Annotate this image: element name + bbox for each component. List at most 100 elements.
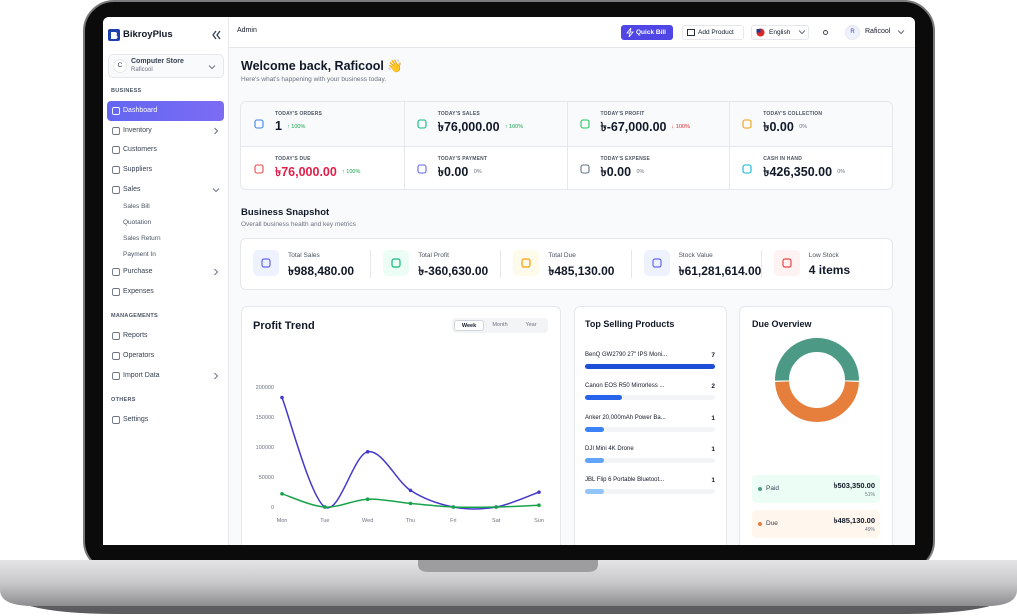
product-name: Canon EOS R50 Mirrorless ...	[585, 383, 665, 390]
due-amount: ৳503,350.00	[833, 481, 875, 490]
brand-logo	[108, 29, 120, 41]
nav-subitem[interactable]: Quotation	[123, 218, 152, 226]
nav-icon	[112, 371, 120, 380]
nav-item[interactable]: Dashboard	[123, 107, 158, 114]
base	[0, 560, 1017, 606]
product-name: DJI Mini 4K Drone	[585, 445, 634, 452]
product-qty: 1	[711, 414, 715, 422]
store-switcher[interactable]: C Computer Store Raficool	[108, 54, 224, 78]
base-foot	[30, 606, 990, 614]
icon-shape	[521, 258, 531, 268]
nav-item[interactable]: Purchase	[123, 267, 153, 275]
nav-item[interactable]: Operators	[123, 351, 155, 359]
user-menu[interactable]	[844, 24, 912, 42]
snapshot-icon	[773, 250, 800, 276]
product-qty: 1	[711, 477, 715, 485]
stat-label: TODAY'S EXPENSE	[600, 155, 650, 162]
section-title: BUSINESS	[111, 88, 142, 94]
collapse-line	[216, 30, 221, 40]
product-bar	[585, 395, 623, 401]
stat-value: ৳-67,000.00	[600, 120, 667, 134]
nav-icon	[112, 267, 120, 276]
nav-subitem[interactable]: Sales Return	[123, 234, 161, 242]
stat-icon-shape	[417, 163, 427, 174]
snapshot-icon	[643, 250, 670, 276]
nav-item[interactable]: Settings	[123, 416, 149, 424]
nav-item[interactable]: Reports	[123, 332, 148, 340]
nav-item[interactable]: Import Data	[123, 371, 160, 379]
nav-item[interactable]: Customers	[123, 146, 157, 154]
product-track	[585, 457, 715, 463]
y-tick-label: 50000	[259, 475, 274, 481]
bolt-icon	[626, 28, 634, 37]
nav-icon	[112, 351, 120, 360]
due-dot	[758, 487, 762, 491]
store-avatar: C	[113, 59, 127, 73]
tab[interactable]: Month	[492, 322, 508, 328]
donut-segment	[775, 380, 859, 422]
stat-value: ৳0.00	[763, 120, 794, 134]
nav-subitem[interactable]: Payment In	[123, 250, 156, 258]
stat-icon-shape	[254, 119, 264, 129]
chevron-line	[214, 372, 219, 379]
stats-divider	[241, 146, 892, 147]
product-qty: 1	[711, 445, 715, 453]
add-product-button[interactable]: Add Product	[682, 25, 744, 40]
stats-divider	[403, 146, 405, 189]
snapshot-icon	[253, 250, 279, 276]
trend-point	[365, 450, 370, 454]
stat-icon-shape	[742, 163, 752, 174]
stat-change: 0%	[636, 168, 645, 175]
nav-item[interactable]: Suppliers	[123, 166, 153, 174]
nav-icon-shape	[112, 416, 120, 425]
stat-value: ৳0.00	[437, 164, 469, 179]
nav-icon	[112, 166, 120, 175]
nav-icon-shape	[112, 126, 120, 135]
stat-icon	[417, 163, 427, 174]
nav-icon-shape	[112, 267, 120, 276]
stat-change: ↑ 100%	[504, 124, 524, 130]
tab[interactable]: Year	[525, 322, 537, 328]
trend-point	[494, 505, 498, 509]
profit-chart: 0 50000 100000 150000 200000 Mon Tue Wed Thu Fri S…	[256, 385, 544, 524]
product-name: JBL Flip 6 Portable Bluetoot...	[585, 477, 665, 484]
trend-line	[281, 397, 540, 510]
snapshot-icon	[383, 250, 410, 276]
nav-subitem[interactable]: Sales Bill	[123, 202, 150, 210]
stats-divider	[403, 102, 405, 146]
chevron-line	[214, 127, 219, 135]
x-tick-label: Fri	[450, 518, 456, 524]
snapshot-value: ৳988,480.00	[288, 264, 355, 278]
store-name: Computer Store	[131, 58, 184, 65]
snapshot-label: Total Due	[548, 252, 576, 259]
icon-shape	[651, 258, 662, 268]
snapshot-subtitle: Overall business health and key metrics	[241, 221, 356, 228]
language-select[interactable]: English	[751, 25, 809, 40]
stats-divider	[566, 102, 568, 146]
nav-item[interactable]: Inventory	[123, 126, 152, 134]
nav-item[interactable]: Sales	[123, 185, 141, 193]
snapshot-icon-shape	[651, 258, 662, 268]
stat-change: 0%	[799, 124, 808, 130]
nav-item[interactable]: Expenses	[123, 287, 154, 295]
quick-bill-button[interactable]: Quick Bill	[621, 25, 673, 40]
snapshot-icon-shape	[391, 258, 401, 268]
stat-label: TODAY'S PROFIT	[600, 111, 645, 117]
nav-icon	[112, 185, 120, 194]
collapse-line	[212, 30, 217, 40]
nav-icon	[112, 416, 120, 425]
product-track	[585, 489, 715, 495]
user-name: Raficool	[865, 28, 891, 35]
trend-point	[537, 490, 541, 494]
stat-icon-shape	[742, 119, 752, 129]
chevron	[214, 127, 219, 135]
snapshot-divider	[630, 250, 632, 278]
tab[interactable]: Week	[454, 320, 484, 331]
stat-change: ↑ 100%	[287, 124, 306, 130]
welcome-title: Welcome back, Raficool 👋	[241, 59, 403, 73]
x-tick-label: Sat	[492, 518, 501, 524]
chevron-line	[897, 30, 905, 35]
snapshot-value: 4 items	[808, 263, 851, 277]
top-selling-card	[574, 306, 727, 545]
stat-change: 0%	[837, 168, 846, 175]
